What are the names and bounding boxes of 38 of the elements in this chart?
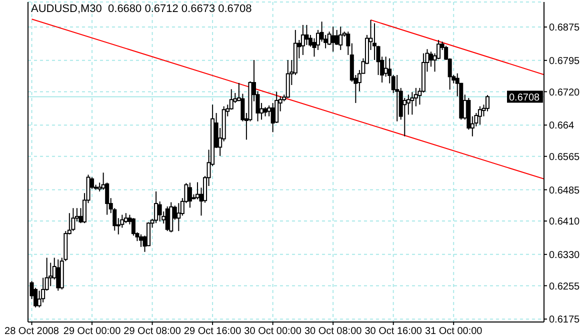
x-tick-label: 30 Oct 08:00	[304, 326, 362, 336]
y-tick-label: 0.6795	[549, 56, 580, 67]
x-tick-label: 29 Oct 00:00	[63, 326, 122, 336]
y-tick-label: 0.6720	[549, 87, 580, 98]
x-tick-label: 30 Oct 00:00	[244, 326, 302, 336]
candlestick	[338, 26, 343, 50]
y-tick-label: 0.6485	[549, 185, 580, 196]
candlestick	[71, 208, 76, 232]
y-tick-label: 0.6565	[549, 152, 580, 163]
candlestick	[410, 92, 414, 116]
x-tick-label: 31 Oct 00:00	[424, 326, 483, 336]
y-tick-label: 0.6255	[549, 281, 580, 292]
candlestick	[138, 234, 143, 248]
x-tick-label: 30 Oct 16:00	[364, 326, 422, 336]
candlestick	[56, 258, 60, 292]
x-tick-label: 29 Oct 08:00	[124, 326, 182, 336]
x-tick-label: 29 Oct 16:00	[184, 326, 242, 336]
candlestick	[286, 59, 290, 98]
candlestick	[395, 74, 400, 122]
ref-line-label: 0.6708	[509, 92, 540, 104]
candlestick	[154, 190, 158, 224]
candlestick	[478, 106, 482, 126]
x-tick-label: 28 Oct 2008	[4, 326, 60, 336]
y-tick-label: 0.6875	[549, 22, 580, 34]
candlestick	[429, 51, 434, 68]
candlestick	[158, 200, 162, 222]
candlestick	[331, 26, 336, 52]
candlestick	[195, 182, 200, 200]
candlestick	[304, 24, 309, 46]
chart-title: AUDUSD,M30 0.6680 0.6712 0.6673 0.6708	[31, 3, 252, 15]
y-tick-label: 0.6175	[549, 314, 580, 326]
y-tick-label: 0.6410	[549, 216, 580, 228]
candlestick	[372, 22, 377, 60]
y-tick-label: 0.664	[549, 120, 574, 132]
candlestick	[124, 212, 128, 224]
candlestick	[300, 24, 305, 56]
y-tick-label: 0.6330	[549, 250, 580, 261]
candlestick	[188, 182, 192, 208]
